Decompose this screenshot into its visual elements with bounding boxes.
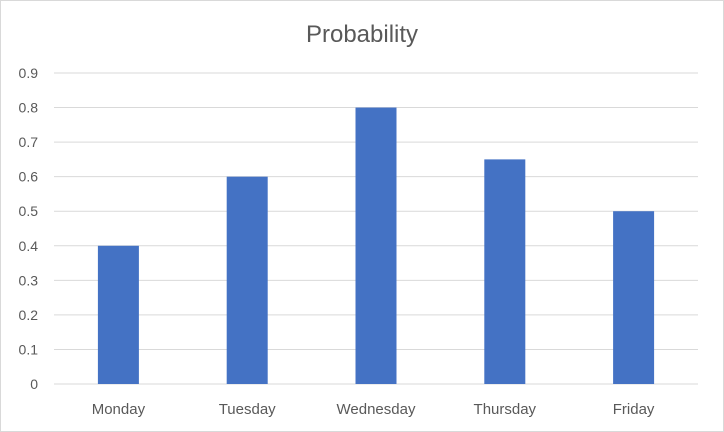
bars <box>97 107 655 385</box>
bar-tuesday <box>226 176 268 384</box>
y-tick-label: 0.3 <box>19 272 39 288</box>
chart-title: Probability <box>306 21 418 48</box>
x-axis-labels: Monday Tuesday Wednesday Thursday Friday <box>92 401 655 418</box>
y-tick-label: 0.2 <box>19 307 39 323</box>
y-tick-label: 0.9 <box>19 65 39 81</box>
y-tick-label: 0 <box>30 376 38 392</box>
x-tick-label-thursday: Thursday <box>474 401 537 418</box>
x-tick-label-friday: Friday <box>613 401 655 418</box>
x-tick-label-tuesday: Tuesday <box>219 401 276 418</box>
y-tick-label: 0.6 <box>19 169 39 185</box>
y-axis-ticks: 0 0.1 0.2 0.3 0.4 0.5 0.6 0.7 0.8 0.9 <box>19 65 39 392</box>
bar-wednesday <box>355 107 397 385</box>
bar-monday <box>97 245 139 384</box>
y-tick-label: 0.1 <box>19 341 39 357</box>
x-tick-label-monday: Monday <box>92 401 146 418</box>
bar-friday <box>613 211 655 384</box>
bar-thursday <box>484 159 526 384</box>
y-tick-label: 0.7 <box>19 134 39 150</box>
y-tick-label: 0.4 <box>19 238 39 254</box>
y-tick-label: 0.5 <box>19 203 39 219</box>
x-tick-label-wednesday: Wednesday <box>337 401 416 418</box>
y-tick-label: 0.8 <box>19 100 39 116</box>
